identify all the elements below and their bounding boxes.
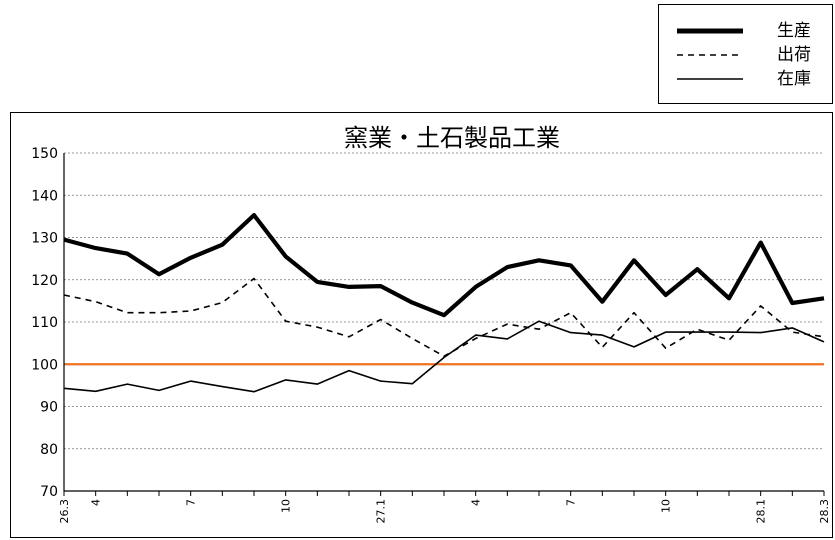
y-tick-label: 150: [31, 146, 58, 162]
y-tick-label: 100: [31, 357, 58, 373]
y-tick-label: 90: [40, 400, 58, 416]
series-lines: [63, 212, 825, 393]
x-tick-label: 10: [280, 499, 293, 513]
y-tick-label: 110: [31, 315, 58, 331]
x-tick-label: 28.3: [818, 499, 831, 524]
line-chart: 70 80 90 100 110 120 130 140 150 26.3 4 7 10 27.1 4 7 1…: [31, 124, 831, 524]
legend-label: 在庫: [777, 69, 811, 89]
y-tick-label: 120: [31, 273, 58, 289]
chart-title: 窯業・土石製品工業: [344, 124, 560, 152]
legend-item-inventory: 在庫: [659, 67, 832, 91]
legend-label: 生産: [777, 21, 811, 41]
series-line-thin-solid: [63, 320, 825, 393]
legend-swatch-thin-line: [677, 78, 743, 80]
y-tick-label: 140: [31, 188, 58, 204]
x-tick-label: 7: [185, 499, 198, 506]
y-tick-label: 130: [31, 231, 58, 247]
chart-frame: 70 80 90 100 110 120 130 140 150 26.3 4 7 10 27.1 4 7 1…: [10, 112, 833, 538]
y-axis-ticks: 70 80 90 100 110 120 130 140 150: [31, 146, 58, 500]
legend-item-production: 生産: [659, 19, 832, 43]
series-line-thick-solid: [63, 212, 825, 318]
x-axis-ticks: 26.3 4 7 10 27.1 4 7 10 28.1 28.3: [58, 499, 831, 524]
x-tick-label: 4: [90, 499, 103, 506]
y-tick-label: 80: [40, 442, 58, 458]
x-tick-label: 10: [660, 499, 673, 513]
x-tick-label: 4: [470, 499, 483, 506]
legend-label: 出荷: [777, 45, 811, 65]
legend-swatch-dashed-line: [677, 54, 743, 56]
x-tick-label: 27.1: [375, 499, 388, 524]
legend-item-shipment: 出荷: [659, 43, 832, 67]
series-line-dashed: [63, 277, 825, 357]
gridlines: [64, 152, 824, 450]
x-tick-label: 7: [565, 499, 578, 506]
x-tick-label: 26.3: [58, 499, 71, 524]
legend-swatch-thick-line: [677, 28, 743, 34]
x-tick-label: 28.1: [755, 499, 768, 524]
axes: [63, 153, 825, 496]
y-tick-label: 70: [40, 484, 58, 500]
legend: 生産 出荷 在庫: [658, 4, 833, 104]
